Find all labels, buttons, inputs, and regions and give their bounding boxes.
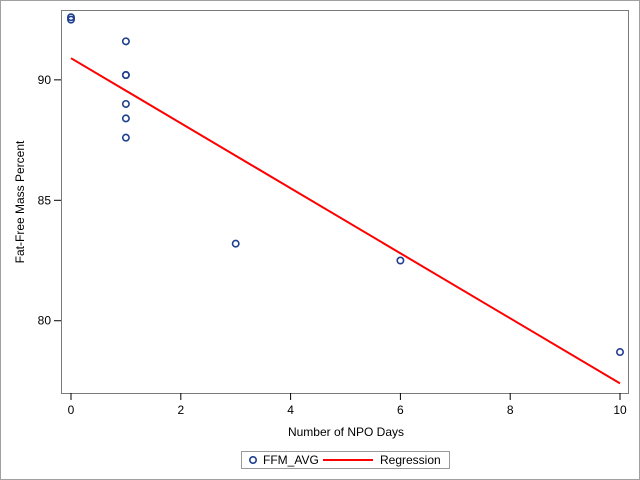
x-tick-label: 0	[68, 403, 75, 417]
data-point	[121, 133, 130, 142]
data-point	[121, 114, 130, 123]
x-tick-label: 4	[287, 403, 294, 417]
legend: FFM_AVG Regression	[241, 451, 450, 469]
plot-area	[61, 10, 629, 394]
data-point	[121, 71, 130, 80]
x-axis-ticks: 0 2 4 6 8 10	[68, 393, 627, 417]
x-tick-label: 2	[177, 403, 184, 417]
y-axis-label: Fat-Free Mass Percent	[13, 140, 27, 263]
regression-layer	[70, 57, 621, 385]
data-point	[231, 239, 240, 248]
x-tick-label: 10	[613, 403, 627, 417]
legend-regression-label: Regression	[380, 453, 441, 467]
legend-ffm-avg-marker	[249, 455, 258, 464]
y-axis-ticks: 80 85 90	[38, 73, 61, 328]
y-tick-label: 90	[38, 73, 52, 87]
points-layer	[67, 13, 624, 357]
y-axis: 80 85 90 Fat-Free Mass Percent	[13, 73, 61, 328]
data-point	[67, 15, 76, 24]
data-point	[121, 99, 130, 108]
x-axis-label: Number of NPO Days	[288, 425, 404, 439]
legend-ffm-avg-label: FFM_AVG	[263, 453, 319, 467]
data-point	[396, 256, 405, 265]
regression-line	[70, 57, 621, 385]
data-point	[67, 13, 76, 22]
y-tick-label: 80	[38, 314, 52, 328]
x-tick-label: 8	[507, 403, 514, 417]
x-axis: 0 2 4 6 8 10 Number of NPO Days	[68, 393, 627, 439]
data-point	[121, 37, 130, 46]
x-tick-label: 6	[397, 403, 404, 417]
data-point	[615, 348, 624, 357]
y-tick-label: 85	[38, 193, 52, 207]
